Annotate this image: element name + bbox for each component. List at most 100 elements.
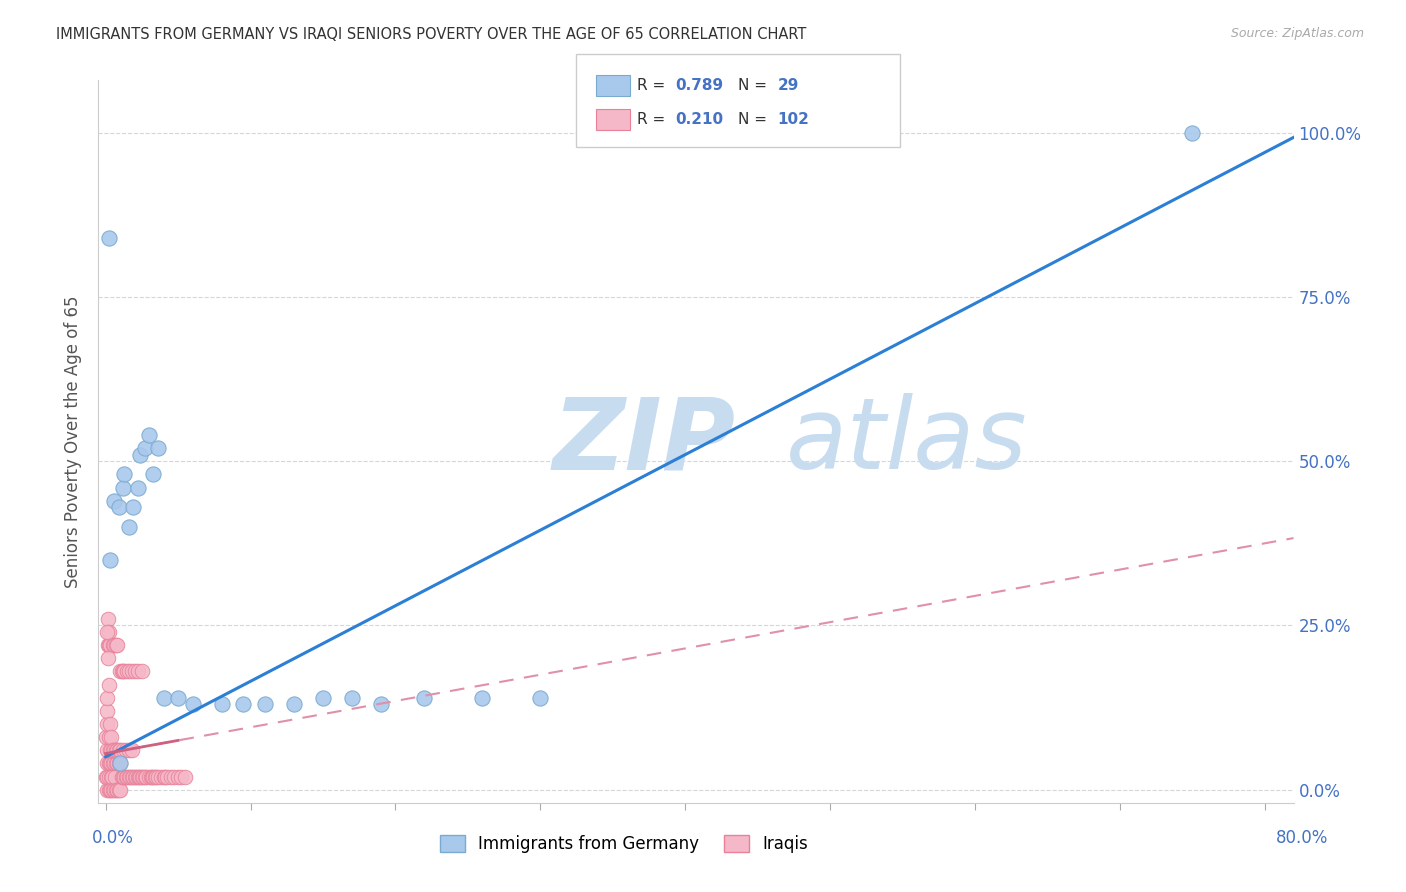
Point bbox=[1181, 126, 1204, 140]
Point bbox=[117, 665, 139, 679]
Point bbox=[107, 743, 129, 757]
Text: 29: 29 bbox=[778, 78, 799, 94]
Point bbox=[105, 756, 128, 771]
Point bbox=[96, 730, 118, 744]
Point bbox=[101, 782, 124, 797]
Point bbox=[125, 770, 148, 784]
Point bbox=[129, 770, 152, 784]
Point bbox=[340, 690, 363, 705]
Point bbox=[98, 770, 121, 784]
Point bbox=[98, 743, 121, 757]
Legend: Immigrants from Germany, Iraqis: Immigrants from Germany, Iraqis bbox=[433, 828, 815, 860]
Point bbox=[104, 743, 127, 757]
Point bbox=[142, 467, 165, 482]
Point bbox=[135, 770, 157, 784]
Y-axis label: Seniors Poverty Over the Age of 65: Seniors Poverty Over the Age of 65 bbox=[65, 295, 83, 588]
Point bbox=[100, 782, 122, 797]
Point bbox=[104, 756, 127, 771]
Text: R =: R = bbox=[637, 112, 671, 128]
Point bbox=[107, 500, 129, 515]
Point bbox=[97, 756, 120, 771]
Point bbox=[115, 770, 138, 784]
Point bbox=[97, 782, 120, 797]
Point bbox=[115, 743, 138, 757]
Point bbox=[312, 690, 335, 705]
Text: ZIP: ZIP bbox=[553, 393, 735, 490]
Point bbox=[170, 770, 193, 784]
Point bbox=[122, 770, 145, 784]
Point bbox=[181, 698, 204, 712]
Point bbox=[283, 698, 305, 712]
Point bbox=[105, 782, 128, 797]
Text: R =: R = bbox=[637, 78, 671, 94]
Point bbox=[108, 756, 131, 771]
Point bbox=[152, 690, 174, 705]
Point bbox=[107, 782, 129, 797]
Point bbox=[131, 665, 153, 679]
Point bbox=[96, 743, 118, 757]
Point bbox=[114, 665, 136, 679]
Point bbox=[149, 770, 172, 784]
Point bbox=[120, 770, 142, 784]
Point bbox=[103, 638, 125, 652]
Point bbox=[114, 467, 136, 482]
Point bbox=[145, 770, 167, 784]
Point bbox=[413, 690, 436, 705]
Point bbox=[96, 756, 118, 771]
Point bbox=[112, 770, 135, 784]
Point bbox=[98, 782, 121, 797]
Point bbox=[100, 743, 122, 757]
Point bbox=[101, 743, 124, 757]
Point bbox=[127, 665, 149, 679]
Text: atlas: atlas bbox=[786, 393, 1028, 490]
Point bbox=[167, 690, 190, 705]
Point bbox=[529, 690, 551, 705]
Point bbox=[174, 770, 197, 784]
Point bbox=[103, 756, 125, 771]
Point bbox=[105, 638, 128, 652]
Point bbox=[101, 770, 124, 784]
Point bbox=[112, 665, 135, 679]
Point bbox=[104, 638, 127, 652]
Point bbox=[97, 625, 120, 640]
Point bbox=[128, 770, 150, 784]
Point bbox=[108, 665, 131, 679]
Point bbox=[114, 770, 136, 784]
Text: 0.789: 0.789 bbox=[675, 78, 723, 94]
Point bbox=[471, 690, 494, 705]
Text: 80.0%: 80.0% bbox=[1277, 830, 1329, 847]
Point bbox=[121, 665, 143, 679]
Point bbox=[97, 231, 120, 245]
Point bbox=[96, 782, 118, 797]
Point bbox=[112, 743, 135, 757]
Point bbox=[138, 770, 160, 784]
Point bbox=[96, 625, 118, 640]
Point bbox=[110, 770, 132, 784]
Point bbox=[96, 770, 118, 784]
Point bbox=[153, 770, 176, 784]
Point bbox=[98, 756, 121, 771]
Point bbox=[118, 743, 141, 757]
Point bbox=[98, 638, 121, 652]
Text: Source: ZipAtlas.com: Source: ZipAtlas.com bbox=[1230, 27, 1364, 40]
Point bbox=[127, 770, 149, 784]
Point bbox=[97, 651, 120, 665]
Point bbox=[146, 770, 169, 784]
Point bbox=[97, 612, 120, 626]
Point bbox=[97, 638, 120, 652]
Point bbox=[370, 698, 392, 712]
Point bbox=[138, 428, 160, 442]
Point bbox=[96, 690, 118, 705]
Point bbox=[167, 770, 190, 784]
Point bbox=[103, 493, 125, 508]
Point bbox=[98, 717, 121, 731]
Point bbox=[100, 756, 122, 771]
Point bbox=[122, 500, 145, 515]
Text: 0.0%: 0.0% bbox=[91, 830, 134, 847]
Point bbox=[139, 770, 162, 784]
Point bbox=[96, 717, 118, 731]
Text: 0.210: 0.210 bbox=[675, 112, 723, 128]
Point bbox=[101, 756, 124, 771]
Point bbox=[127, 481, 149, 495]
Point bbox=[131, 770, 153, 784]
